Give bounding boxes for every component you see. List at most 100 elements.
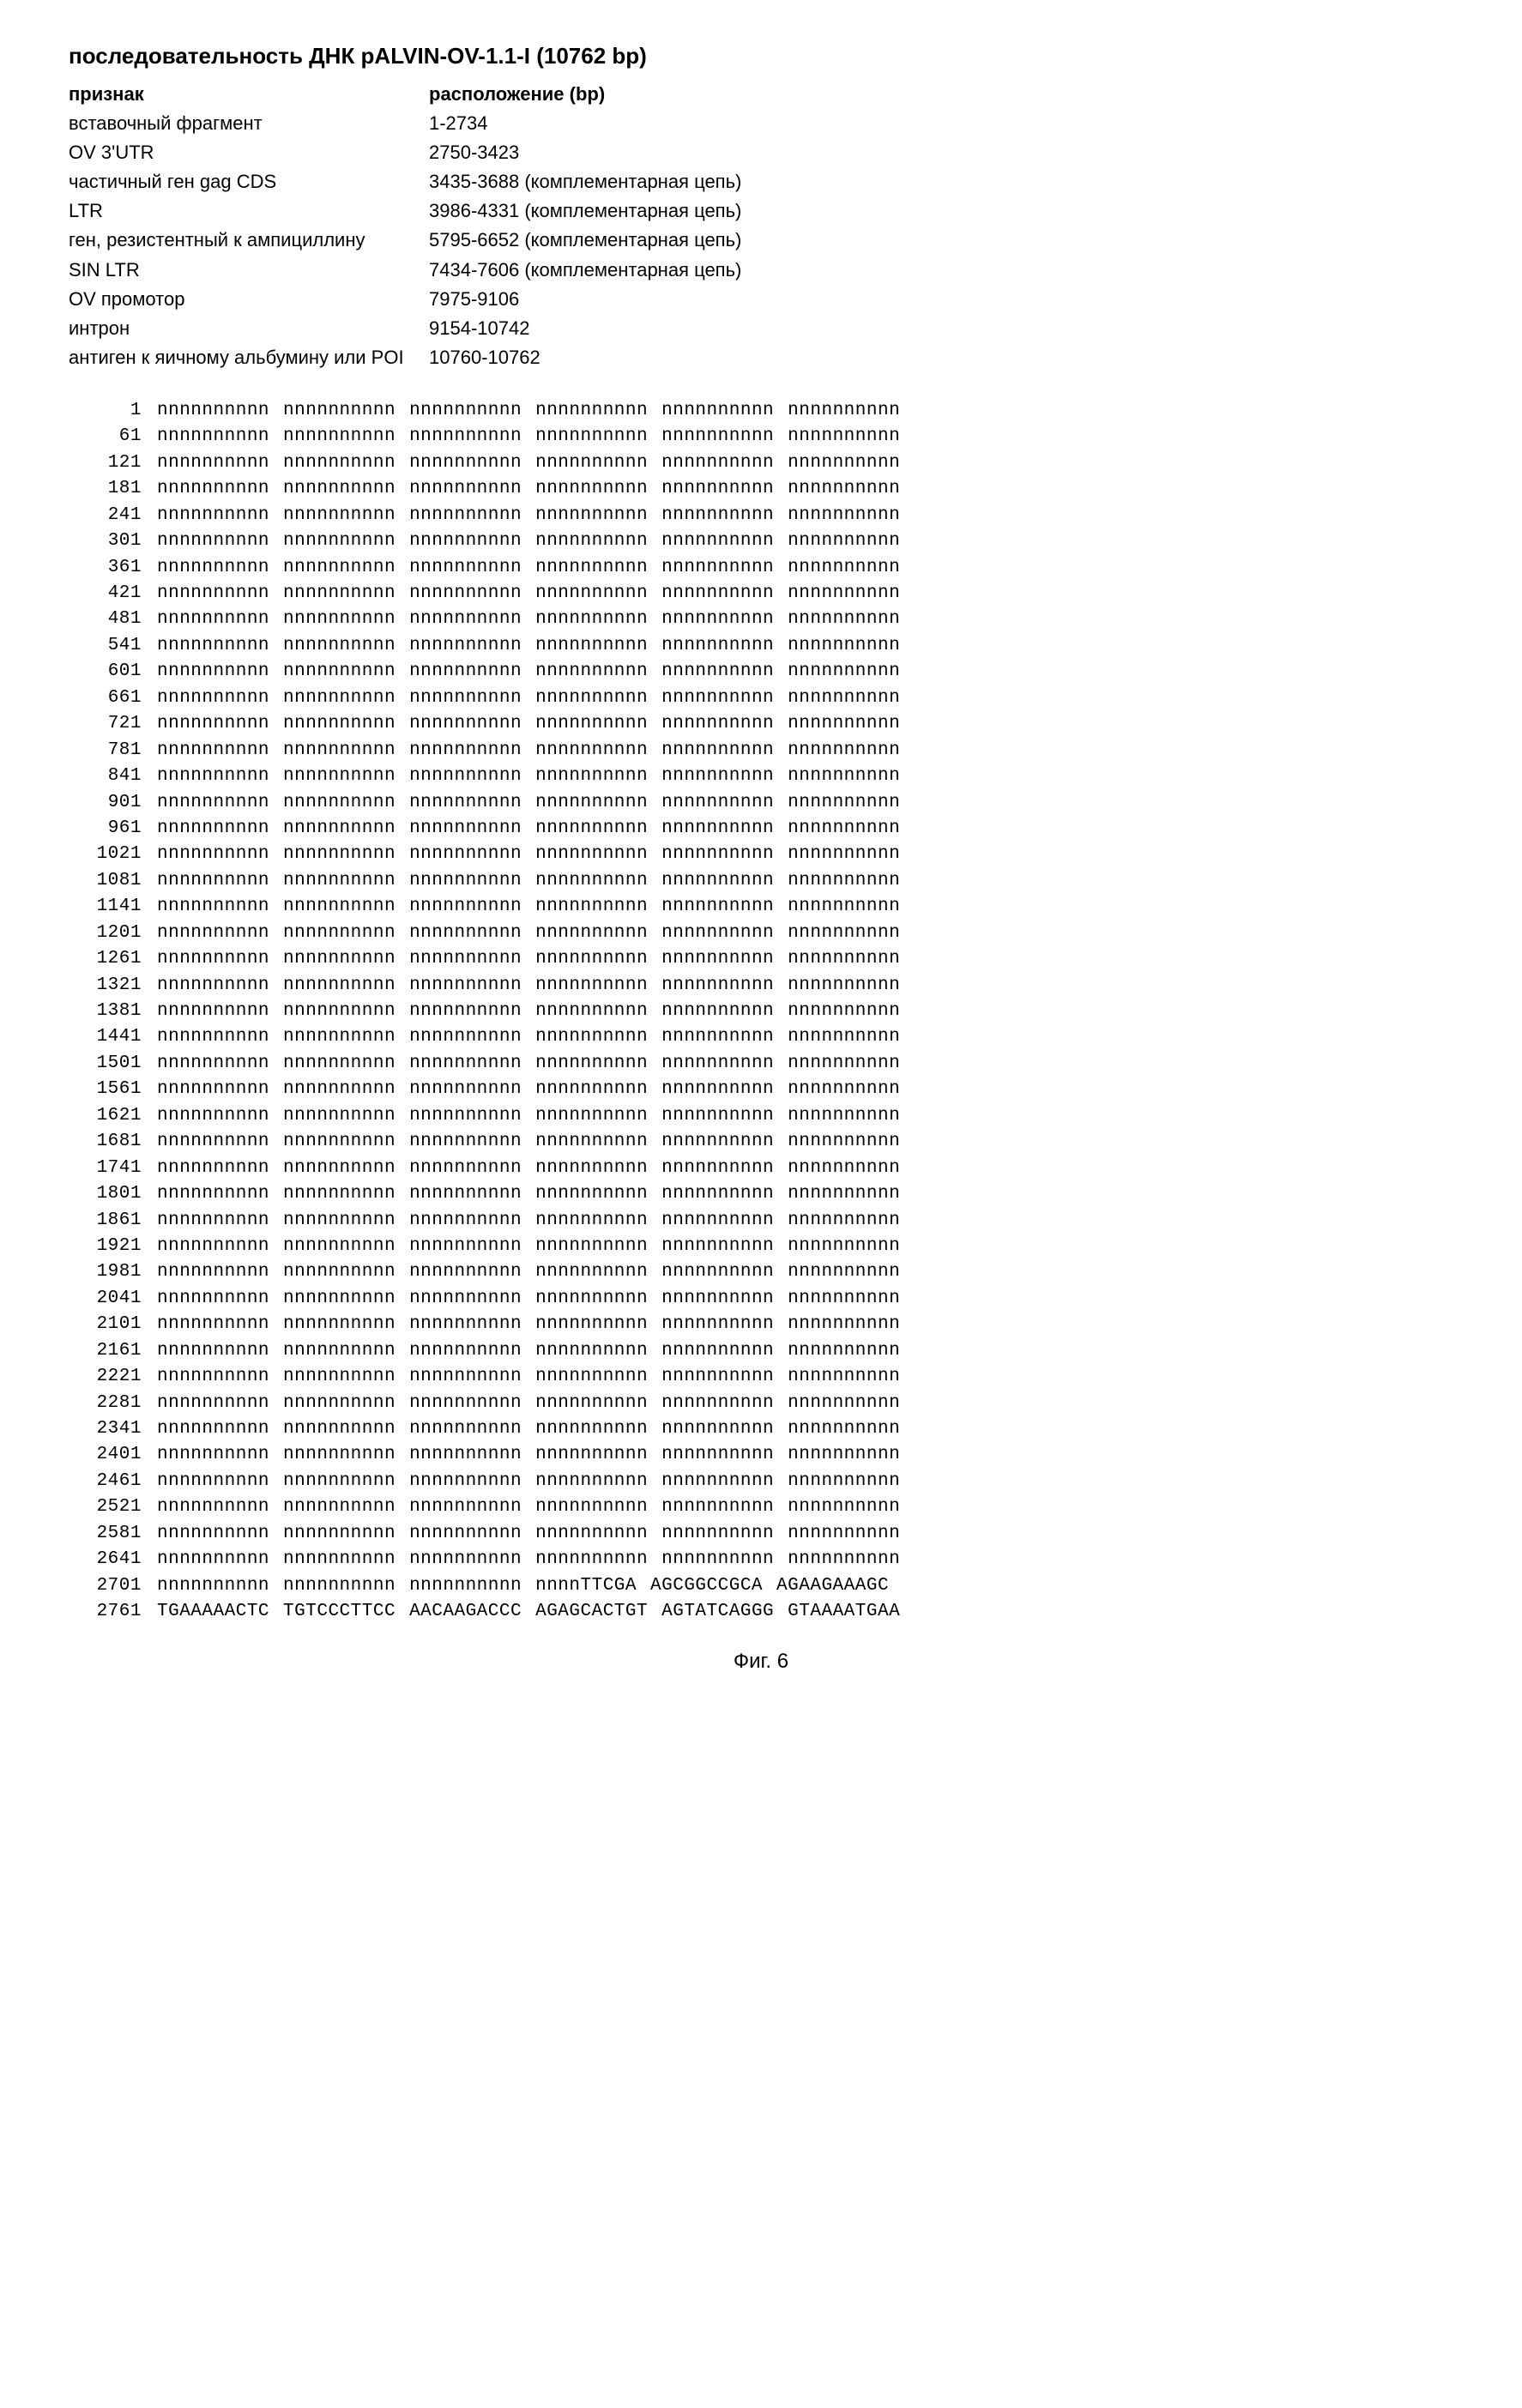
sequence-block: nnnnnnnnnn — [661, 842, 788, 867]
sequence-position: 181 — [69, 476, 157, 502]
sequence-block: nnnnnnnnnn — [157, 1442, 283, 1468]
sequence-block: nnnnnnnnnn — [788, 973, 914, 999]
sequence-block: nnnnnnnnnn — [535, 398, 661, 424]
feature-row: антиген к яичному альбумину или POI10760… — [69, 343, 1453, 372]
sequence-block: nnnnnnnnnn — [661, 581, 788, 607]
sequence-position: 421 — [69, 581, 157, 607]
sequence-block: nnnnnnnnnn — [535, 763, 661, 789]
sequence-block: nnnnnnnnnn — [535, 1442, 661, 1468]
sequence-position: 1861 — [69, 1208, 157, 1234]
feature-location: 2750-3423 — [429, 138, 1453, 167]
sequence-block: nnnnnnnnnn — [788, 1364, 914, 1390]
sequence-row: 2401nnnnnnnnnnnnnnnnnnnnnnnnnnnnnnnnnnnn… — [69, 1442, 1453, 1468]
sequence-block: nnnnnnnnnn — [409, 842, 535, 867]
sequence-block: nnnnnnnnnn — [409, 581, 535, 607]
sequence-row: 2461nnnnnnnnnnnnnnnnnnnnnnnnnnnnnnnnnnnn… — [69, 1469, 1453, 1494]
sequence-block: nnnnnnnnnn — [788, 476, 914, 502]
sequence-block: nnnnnnnnnn — [535, 1024, 661, 1050]
sequence-row: 421nnnnnnnnnnnnnnnnnnnnnnnnnnnnnnnnnnnnn… — [69, 581, 1453, 607]
sequence-block: nnnnnnnnnn — [535, 1391, 661, 1416]
sequence-block: nnnnnnnnnn — [788, 1286, 914, 1312]
sequence-block: nnnnnnnnnn — [535, 973, 661, 999]
sequence-row: 301nnnnnnnnnnnnnnnnnnnnnnnnnnnnnnnnnnnnn… — [69, 528, 1453, 554]
feature-row: OV промотор7975-9106 — [69, 285, 1453, 314]
sequence-row: 2041nnnnnnnnnnnnnnnnnnnnnnnnnnnnnnnnnnnn… — [69, 1286, 1453, 1312]
feature-row: вставочный фрагмент1-2734 — [69, 109, 1453, 138]
sequence-block: nnnnnnnnnn — [661, 920, 788, 946]
sequence-block: nnnnnnnnnn — [283, 555, 409, 581]
sequence-block: nnnnnnnnnn — [788, 1494, 914, 1520]
sequence-row: 2641nnnnnnnnnnnnnnnnnnnnnnnnnnnnnnnnnnnn… — [69, 1547, 1453, 1572]
sequence-block: nnnnnnnnnn — [157, 1364, 283, 1390]
feature-row: частичный ген gag CDS3435-3688 (комплеме… — [69, 167, 1453, 196]
sequence-block: nnnnnnnnnn — [409, 1469, 535, 1494]
sequence-block: nnnnnnnnnn — [409, 763, 535, 789]
sequence-block: nnnnnnnnnn — [283, 685, 409, 711]
feature-row: ген, резистентный к ампициллину5795-6652… — [69, 226, 1453, 255]
sequence-block: nnnnnnnnnn — [157, 1573, 283, 1599]
sequence-block: nnnnnnnnnn — [788, 1208, 914, 1234]
sequence-block: nnnnnnnnnn — [661, 763, 788, 789]
sequence-block: nnnnnnnnnn — [535, 633, 661, 659]
sequence-block: nnnnnnnnnn — [788, 1181, 914, 1207]
sequence-block: nnnnnnnnnn — [409, 398, 535, 424]
sequence-block: nnnnnnnnnn — [661, 528, 788, 554]
sequence-block: nnnnnnnnnn — [409, 1129, 535, 1155]
sequence-block: nnnnnnnnnn — [788, 1469, 914, 1494]
sequence-row: 1081nnnnnnnnnnnnnnnnnnnnnnnnnnnnnnnnnnnn… — [69, 868, 1453, 894]
sequence-block: nnnnnnnnnn — [535, 503, 661, 528]
feature-header-row: признак расположение (bp) — [69, 80, 1453, 109]
sequence-block: nnnnnnnnnn — [535, 738, 661, 763]
sequence-position: 541 — [69, 633, 157, 659]
sequence-block: nnnnnnnnnn — [535, 424, 661, 450]
sequence-block: nnnnnnnnnn — [535, 1364, 661, 1390]
sequence-row: 181nnnnnnnnnnnnnnnnnnnnnnnnnnnnnnnnnnnnn… — [69, 476, 1453, 502]
sequence-block: nnnnnnnnnn — [157, 1077, 283, 1102]
sequence-block: nnnnnnnnnn — [661, 1312, 788, 1337]
sequence-block: nnnnnnnnnn — [535, 1547, 661, 1572]
sequence-block: nnnnnnnnnn — [283, 920, 409, 946]
sequence-block: nnnnnnnnnn — [409, 1234, 535, 1259]
sequence-block: nnnnnnnnnn — [157, 711, 283, 737]
sequence-block: nnnnnnnnnn — [661, 1103, 788, 1129]
sequence-block: nnnnnnnnnn — [409, 1442, 535, 1468]
sequence-block: nnnnnnnnnn — [157, 528, 283, 554]
sequence-block: nnnnnnnnnn — [661, 476, 788, 502]
sequence-block: nnnnnnnnnn — [788, 1521, 914, 1547]
sequence-block: nnnnnnnnnn — [409, 1156, 535, 1181]
sequence-block: nnnnnnnnnn — [409, 1416, 535, 1442]
sequence-block: nnnnnnnnnn — [788, 1338, 914, 1364]
sequence-block: nnnnnnnnnn — [409, 528, 535, 554]
sequence-row: 61nnnnnnnnnnnnnnnnnnnnnnnnnnnnnnnnnnnnnn… — [69, 424, 1453, 450]
sequence-block: nnnnnnnnnn — [661, 1286, 788, 1312]
sequence-block: AGAGCACTGT — [535, 1599, 661, 1625]
sequence-row: 2761TGAAAAACTCTGTCCCTTCCAACAAGACCCAGAGCA… — [69, 1599, 1453, 1625]
sequence-block: nnnnnnnnnn — [409, 816, 535, 842]
sequence-block: nnnnnnnnnn — [661, 1129, 788, 1155]
feature-label: ген, резистентный к ампициллину — [69, 226, 429, 255]
sequence-block: nnnnnnnnnn — [409, 1181, 535, 1207]
feature-row: SIN LTR7434-7606 (комплементарная цепь) — [69, 256, 1453, 285]
sequence-row: 1441nnnnnnnnnnnnnnnnnnnnnnnnnnnnnnnnnnnn… — [69, 1024, 1453, 1050]
sequence-block: nnnnnnnnnn — [661, 1208, 788, 1234]
sequence-block: nnnnnnnnnn — [157, 894, 283, 920]
sequence-block: GTAAAATGAA — [788, 1599, 914, 1625]
sequence-row: 1501nnnnnnnnnnnnnnnnnnnnnnnnnnnnnnnnnnnn… — [69, 1051, 1453, 1077]
sequence-block: nnnnnnnnnn — [157, 398, 283, 424]
feature-label: OV 3'UTR — [69, 138, 429, 167]
sequence-block: nnnnnnnnnn — [409, 607, 535, 632]
feature-header-label: признак — [69, 80, 429, 109]
sequence-position: 1381 — [69, 999, 157, 1024]
sequence-block: nnnnnnnnnn — [409, 1103, 535, 1129]
sequence-block: nnnnnnnnnn — [661, 1442, 788, 1468]
sequence-row: 1141nnnnnnnnnnnnnnnnnnnnnnnnnnnnnnnnnnnn… — [69, 894, 1453, 920]
sequence-block: nnnnnnnnnn — [157, 476, 283, 502]
sequence-row: 2701nnnnnnnnnnnnnnnnnnnnnnnnnnnnnnnnnnTT… — [69, 1573, 1453, 1599]
sequence-block: nnnnnnnnnn — [788, 1391, 914, 1416]
sequence-row: 1561nnnnnnnnnnnnnnnnnnnnnnnnnnnnnnnnnnnn… — [69, 1077, 1453, 1102]
sequence-block: TGTCCCTTCC — [283, 1599, 409, 1625]
sequence-row: 541nnnnnnnnnnnnnnnnnnnnnnnnnnnnnnnnnnnnn… — [69, 633, 1453, 659]
feature-location: 5795-6652 (комплементарная цепь) — [429, 226, 1453, 255]
sequence-block: nnnnnnnnnn — [409, 790, 535, 816]
feature-location: 3986-4331 (комплементарная цепь) — [429, 196, 1453, 226]
